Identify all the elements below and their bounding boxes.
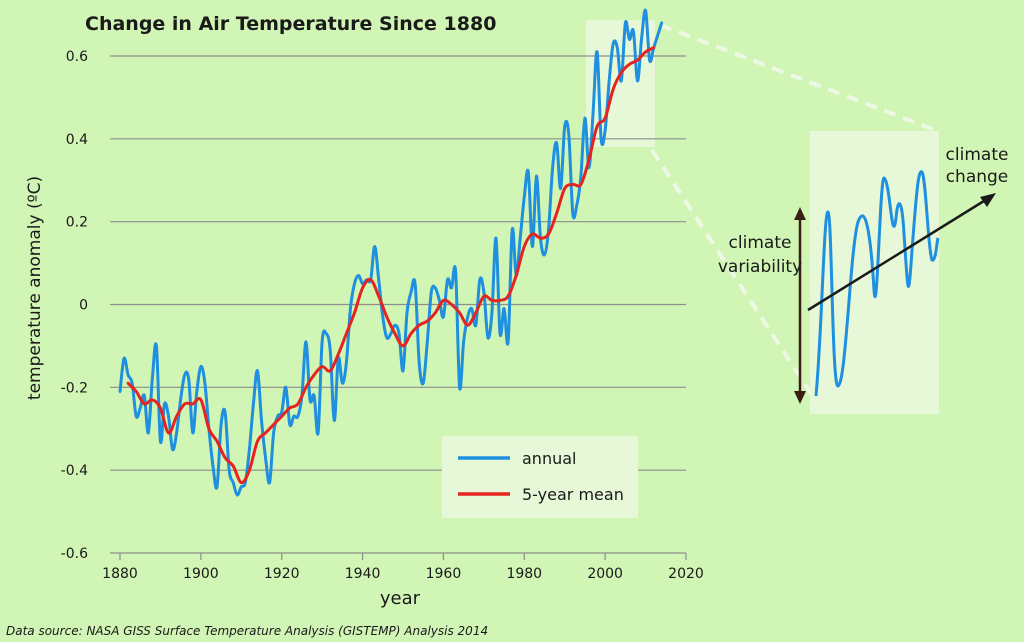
chart-title: Change in Air Temperature Since 1880 xyxy=(85,13,496,35)
trend-arrow-line xyxy=(807,194,993,312)
data-source-note: Data source: NASA GISS Surface Temperatu… xyxy=(6,624,488,638)
climate-variability-label-line: climate xyxy=(729,233,792,253)
y-tick-label: -0.4 xyxy=(61,463,88,479)
y-tick-labels: -0.6 -0.4 -0.2 0 0.2 0.4 0.6 xyxy=(61,49,88,562)
x-tick-label: 1920 xyxy=(264,566,300,582)
x-tick-label: 2020 xyxy=(668,566,704,582)
inset-annual-line xyxy=(814,170,940,397)
x-tick-marks xyxy=(119,553,687,560)
y-tick-label: -0.6 xyxy=(61,546,88,562)
x-axis-label: year xyxy=(380,588,421,609)
x-tick-label: 1960 xyxy=(426,566,462,582)
trend-arrow-head xyxy=(980,193,996,207)
y-tick-label: 0 xyxy=(79,298,88,314)
variability-arrow-top xyxy=(794,207,806,220)
legend-label-annual: annual xyxy=(522,449,576,468)
y-tick-label: 0.6 xyxy=(66,49,88,65)
climate-change-label-line: change xyxy=(946,167,1009,187)
y-tick-label: 0.4 xyxy=(66,132,88,148)
x-tick-label: 1980 xyxy=(506,566,542,582)
climate-change-label-line: climate xyxy=(946,145,1009,165)
zoom-connector-bottom xyxy=(650,148,814,397)
legend-label-mean: 5-year mean xyxy=(522,485,624,504)
y-axis-label: temperature anomaly (ºC) xyxy=(25,176,45,400)
x-tick-labels: 1880 1900 1920 1940 1960 1980 2000 2020 xyxy=(102,566,704,582)
variability-arrow-bottom xyxy=(794,391,806,404)
x-tick-label: 2000 xyxy=(587,566,623,582)
x-tick-label: 1880 xyxy=(102,566,138,582)
climate-variability-label: climate variability xyxy=(718,233,802,277)
x-tick-label: 1900 xyxy=(183,566,219,582)
five-year-mean-series-line xyxy=(126,46,656,485)
climate-variability-label-line: variability xyxy=(718,257,802,277)
y-tick-label: 0.2 xyxy=(66,215,88,231)
zoom-connector-top xyxy=(659,23,936,132)
legend-box xyxy=(442,436,638,518)
y-tick-label: -0.2 xyxy=(61,380,88,396)
x-tick-label: 1940 xyxy=(345,566,381,582)
